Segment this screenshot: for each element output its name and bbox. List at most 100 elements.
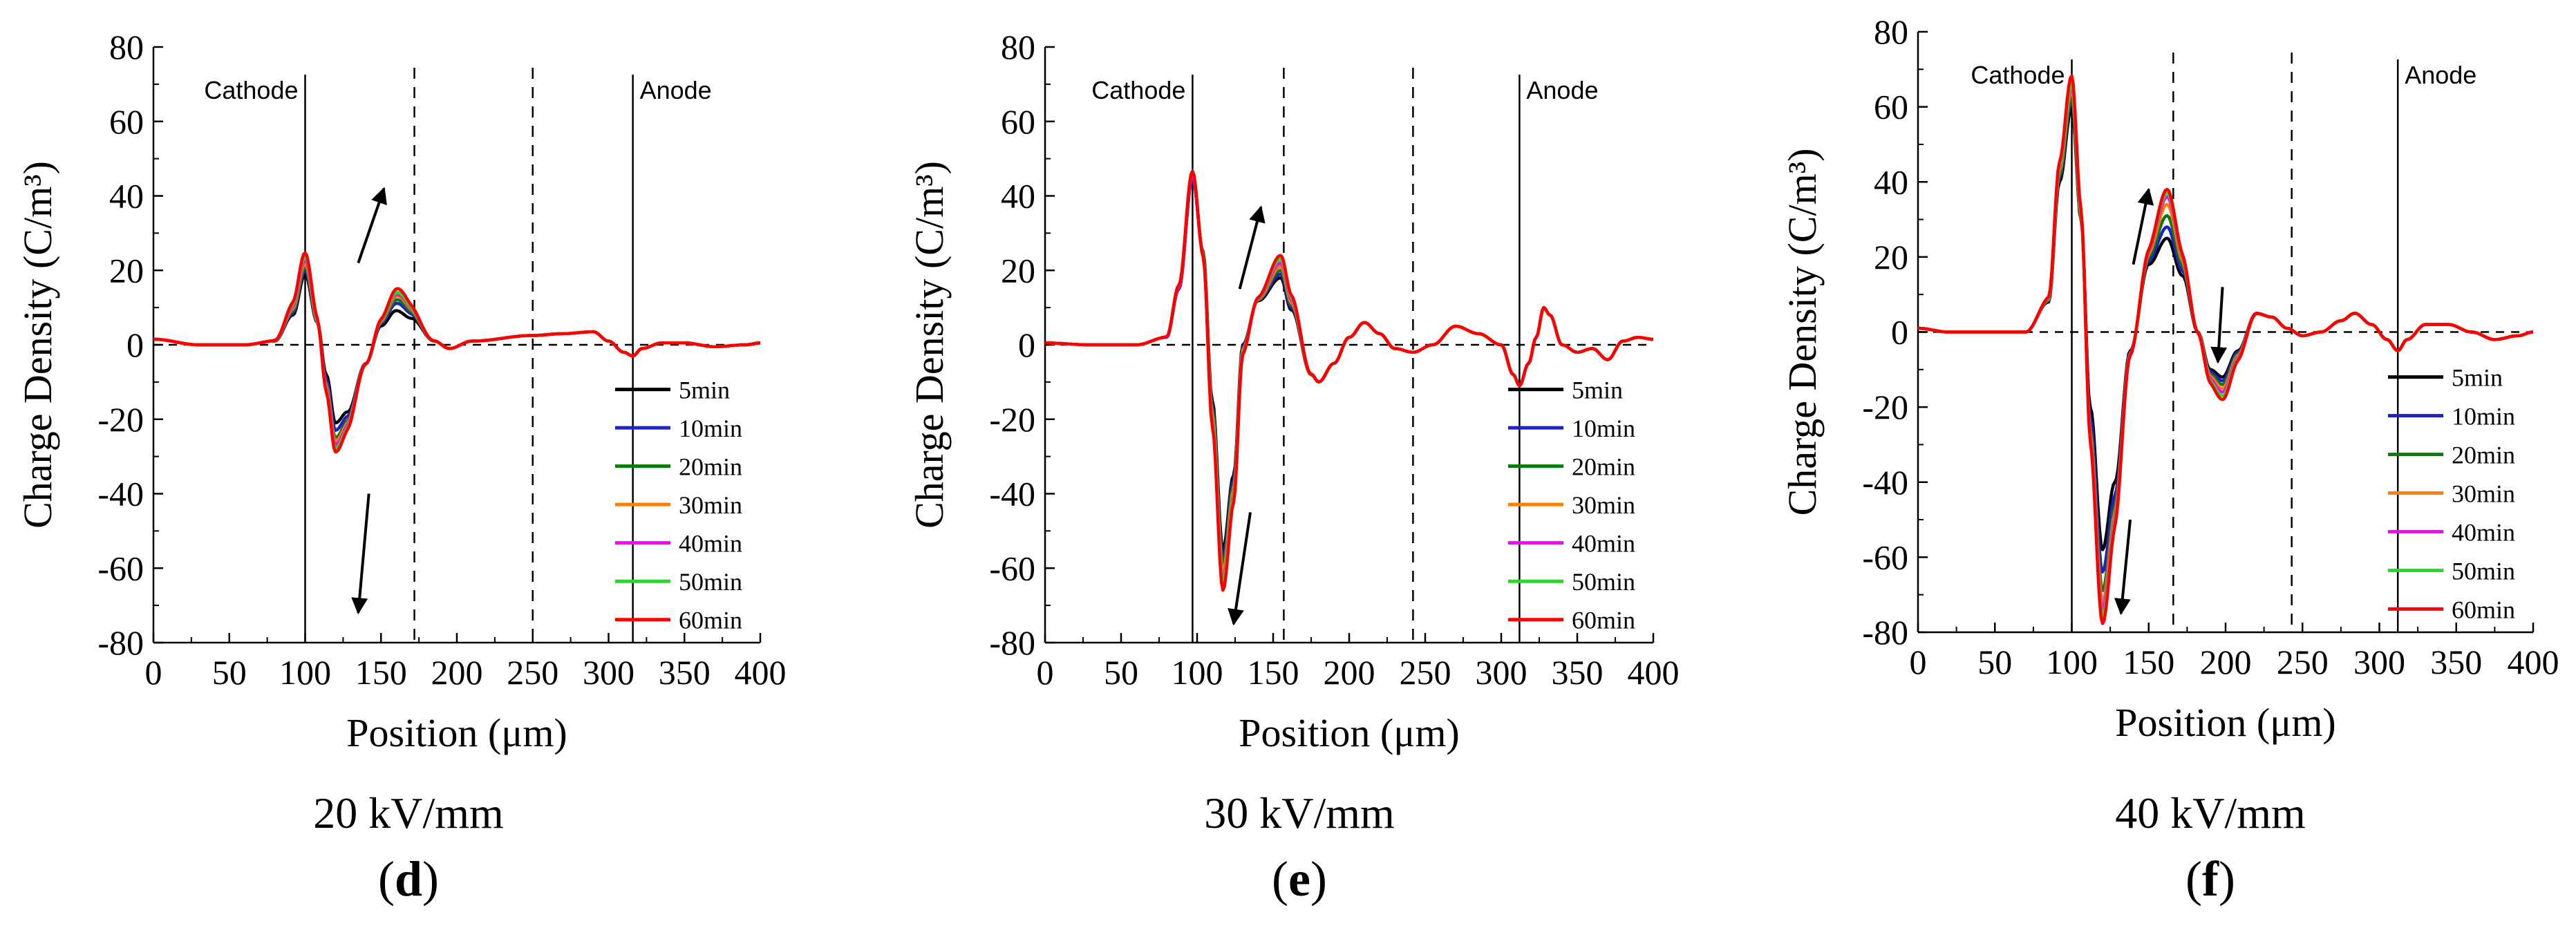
x-tick-label: 300	[1476, 653, 1527, 692]
y-tick-label: -60	[97, 549, 144, 587]
series-line-50min	[153, 254, 761, 451]
legend-label-5min: 5min	[2452, 364, 2503, 392]
legend-label-5min: 5min	[679, 377, 730, 404]
y-tick-label: 0	[126, 325, 144, 364]
y-tick-label: 40	[1001, 177, 1035, 216]
y-axis-label: Charge Density (C/m³)	[15, 161, 60, 529]
series-line-5min	[153, 272, 761, 425]
y-tick-label: -80	[1862, 613, 1908, 652]
electrode-label-anode: Anode	[640, 76, 712, 104]
y-tick-label: 80	[1874, 12, 1908, 51]
panel-label: (e)	[1272, 851, 1327, 907]
series-line-10min	[153, 269, 761, 432]
x-tick-label: 350	[2430, 643, 2482, 681]
legend-label-30min: 30min	[2452, 480, 2515, 508]
series-line-5min	[1917, 105, 2534, 551]
x-tick-label: 250	[1400, 653, 1451, 692]
x-tick-label: 150	[355, 653, 407, 692]
trend-arrow	[2210, 287, 2228, 364]
x-tick-label: 300	[2353, 643, 2405, 681]
y-tick-label: 0	[1891, 313, 1908, 352]
x-tick-label: 100	[1172, 653, 1223, 692]
legend-label-10min: 10min	[679, 415, 742, 442]
electrode-label-cathode: Cathode	[1971, 61, 2065, 89]
y-tick-label: -40	[97, 475, 144, 513]
x-tick-label: 200	[2200, 643, 2252, 681]
electrode-label-cathode: Cathode	[204, 76, 298, 104]
x-tick-label: 50	[1977, 643, 2012, 681]
series-line-50min	[1044, 169, 1654, 585]
series-line-60min	[1917, 74, 2534, 625]
series-line-30min	[1044, 173, 1654, 574]
electrode-label-cathode: Cathode	[1091, 76, 1185, 104]
y-tick-label: -60	[989, 549, 1035, 587]
y-tick-label: -40	[1862, 463, 1908, 502]
series-line-20min	[1917, 95, 2534, 592]
x-tick-label: 200	[1324, 653, 1375, 692]
trend-arrow	[351, 493, 370, 615]
x-tick-label: 300	[583, 653, 634, 692]
y-tick-label: 60	[1001, 102, 1035, 141]
legend-label-20min: 20min	[2452, 442, 2515, 469]
series-line-40min	[153, 258, 761, 446]
legend-label-50min: 50min	[2452, 557, 2515, 585]
legend-label-40min: 40min	[1572, 530, 1635, 558]
trend-arrow	[357, 187, 387, 264]
y-tick-label: 20	[1874, 238, 1908, 276]
x-axis-label: Position (μm)	[346, 710, 567, 755]
x-axis-label: Position (μm)	[2115, 700, 2336, 745]
x-tick-label: 350	[1552, 653, 1604, 692]
legend-label-20min: 20min	[679, 453, 742, 481]
series-line-60min	[1044, 169, 1654, 592]
electrode-label-anode: Anode	[2405, 61, 2476, 89]
series-line-60min	[153, 251, 761, 454]
panel-label: (d)	[378, 851, 439, 907]
series-line-5min	[1044, 176, 1654, 551]
y-tick-label: 40	[109, 177, 144, 216]
legend-label-10min: 10min	[2452, 403, 2515, 430]
x-tick-label: 400	[2508, 643, 2559, 681]
x-tick-label: 250	[2277, 643, 2329, 681]
legend-label-10min: 10min	[1572, 415, 1635, 442]
trend-arrow	[1238, 205, 1266, 290]
x-tick-label: 0	[1037, 653, 1054, 692]
legend-label-60min: 60min	[679, 607, 742, 634]
legend-label-5min: 5min	[1572, 377, 1623, 404]
y-tick-label: -20	[1862, 388, 1908, 426]
x-tick-label: 250	[507, 653, 558, 692]
y-tick-label: -80	[97, 623, 144, 662]
panel-title: 40 kV/mm	[2115, 788, 2306, 837]
chart-panel-e: -80 -60 -40 -20 0 20 40 60 80 0 50 100 150 200 250 300 3…	[907, 28, 1680, 907]
legend-label-30min: 30min	[1572, 491, 1635, 519]
y-tick-label: 40	[1874, 162, 1908, 201]
x-tick-label: 350	[659, 653, 711, 692]
trend-arrow	[1228, 512, 1252, 626]
legend-label-60min: 60min	[2452, 596, 2515, 623]
x-axis-label: Position (μm)	[1239, 710, 1460, 755]
series-line-40min	[1044, 173, 1654, 581]
y-tick-label: 0	[1018, 325, 1035, 364]
y-tick-label: 60	[1874, 88, 1908, 126]
legend-label-60min: 60min	[1572, 607, 1635, 634]
trend-arrow	[2132, 187, 2154, 265]
legend-label-50min: 50min	[679, 568, 742, 596]
y-tick-label: -20	[989, 400, 1035, 439]
y-tick-label: 80	[109, 28, 144, 66]
legend-label-20min: 20min	[1572, 453, 1635, 481]
legend-label-30min: 30min	[679, 491, 742, 519]
y-axis-label: Charge Density (C/m³)	[1780, 149, 1825, 516]
electrode-label-anode: Anode	[1526, 76, 1598, 104]
x-tick-label: 100	[2046, 643, 2098, 681]
y-tick-label: 60	[109, 102, 144, 141]
series-line-10min	[1917, 98, 2534, 574]
chart-panel-f: -80 -60 -40 -20 0 20 40 60 80 0 50 100 150 200 250 300 3…	[1780, 12, 2559, 907]
x-tick-label: 150	[1248, 653, 1299, 692]
y-tick-label: -60	[1862, 538, 1908, 576]
chart-panel-d: -80 -60 -40 -20 0 20 40 60 80 0 50 100 150 200 250 300 3…	[15, 28, 787, 907]
panel-label: (f)	[2185, 851, 2235, 907]
x-tick-label: 50	[1104, 653, 1138, 692]
x-tick-label: 0	[145, 653, 162, 692]
trend-arrow	[2114, 519, 2132, 616]
legend-label-40min: 40min	[679, 530, 742, 558]
